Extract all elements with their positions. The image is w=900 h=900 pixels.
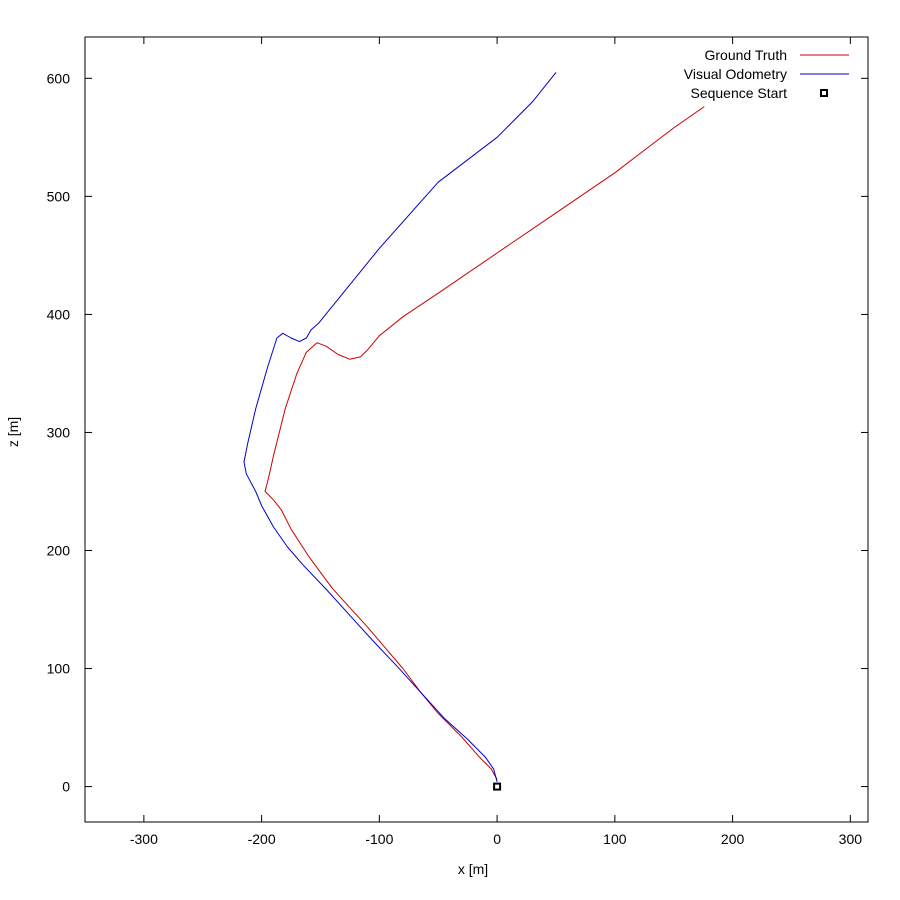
x-tick-label: 200	[721, 831, 745, 847]
plot-frame	[84, 36, 869, 823]
x-tick-label: -200	[248, 831, 276, 847]
legend-swatch	[820, 89, 828, 97]
series-layer	[243, 72, 705, 783]
series-line-ground-truth	[264, 106, 705, 780]
y-tick-label: 600	[47, 70, 71, 86]
legend: Ground Truth Visual Odometry Sequence Star…	[684, 47, 849, 101]
y-tick-label: 300	[47, 424, 71, 440]
x-axis-label: x [m]	[458, 861, 488, 877]
y-tick-label: 400	[47, 306, 71, 322]
y-tick-label: 200	[47, 542, 71, 558]
x-tick-label: -100	[365, 831, 393, 847]
sequence-start-marker	[493, 782, 502, 791]
legend-label: Sequence Start	[690, 85, 787, 101]
y-axis-label: z [m]	[5, 417, 21, 447]
x-tick-label: 0	[493, 831, 501, 847]
legend-label: Visual Odometry	[684, 66, 787, 82]
y-tick-label: 500	[47, 188, 71, 204]
x-tick-label: 100	[603, 831, 627, 847]
axis-ticks: -300 -200 -100 0 100 200 300 0 100 200 300 400 500 60…	[47, 37, 868, 847]
y-tick-label: 0	[62, 779, 70, 795]
series-line-visual-odometry	[243, 72, 557, 783]
y-tick-label: 100	[47, 661, 71, 677]
x-tick-label: -300	[130, 831, 158, 847]
x-tick-label: 300	[839, 831, 863, 847]
marker-layer	[493, 782, 502, 791]
legend-label: Ground Truth	[705, 47, 788, 63]
